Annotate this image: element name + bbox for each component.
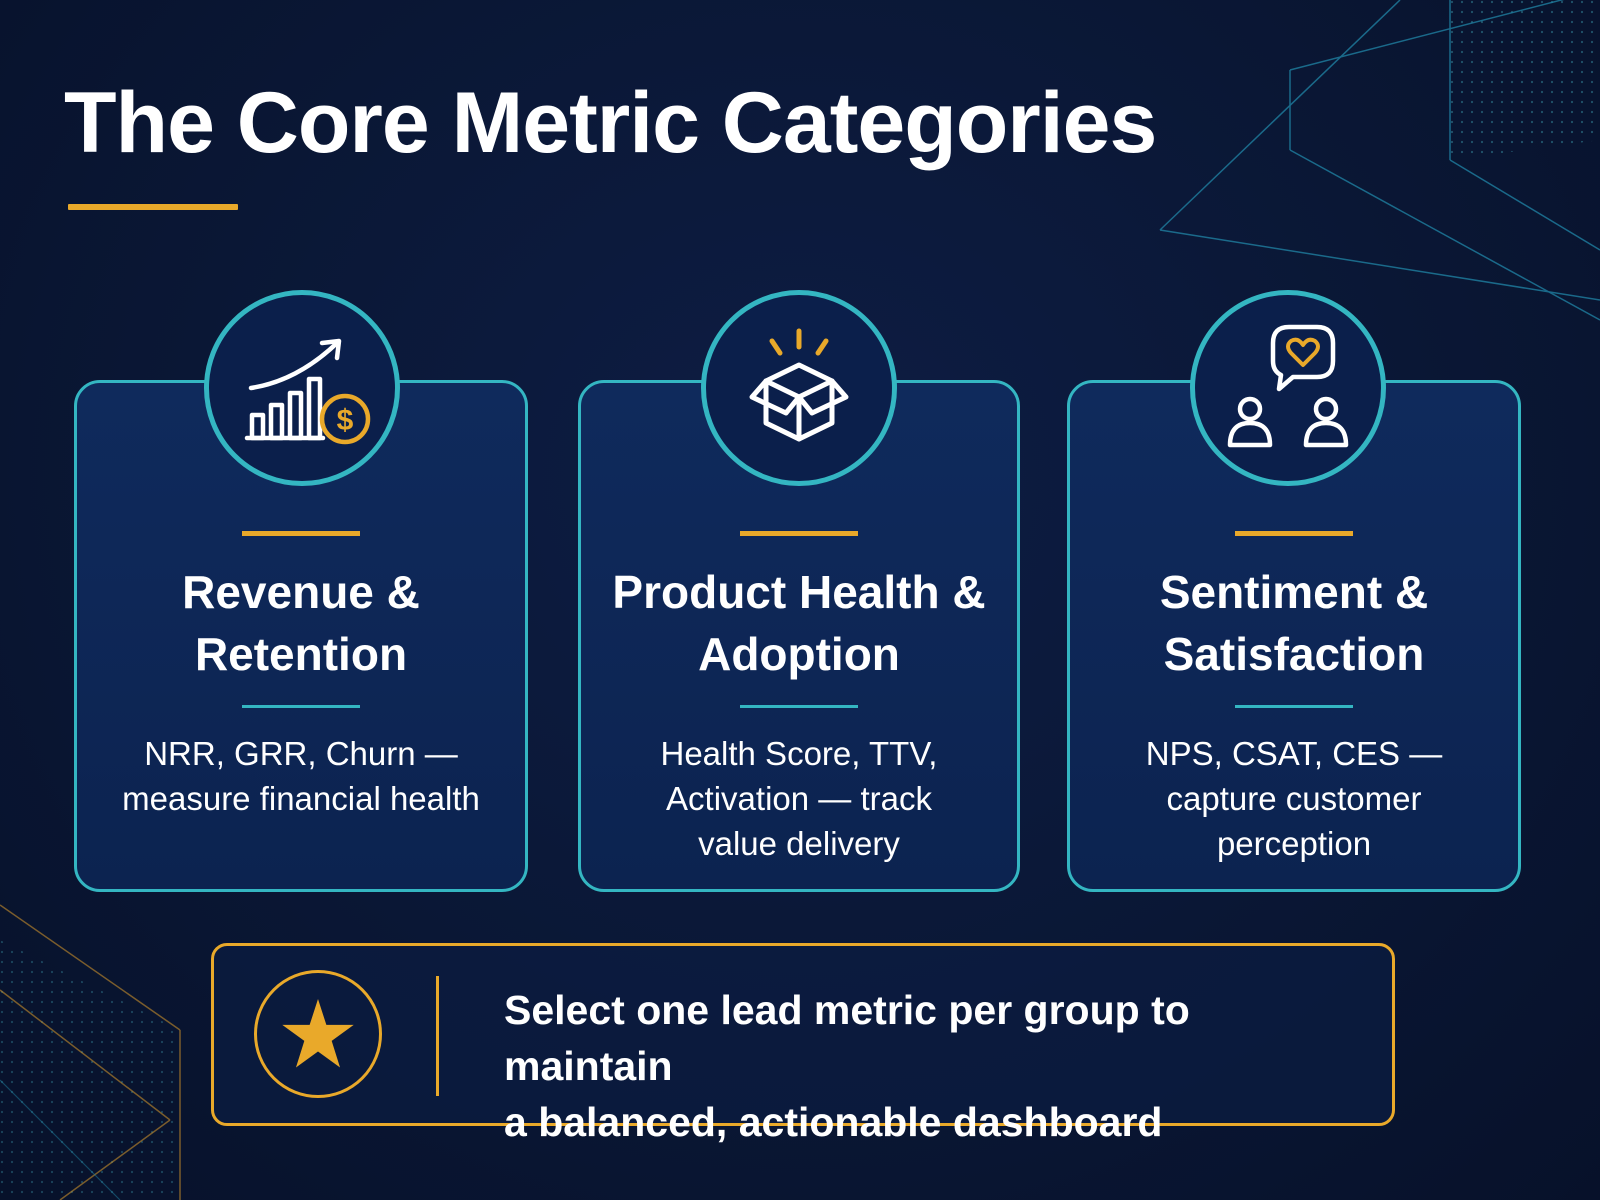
card-description: NRR, GRR, Churn — measure financial heal…	[97, 731, 505, 821]
callout-text: Select one lead metric per group to main…	[504, 982, 1364, 1150]
lead-metric-callout: Select one lead metric per group to main…	[211, 943, 1395, 1145]
card-accent-bar	[740, 531, 858, 536]
card-divider	[1235, 705, 1353, 708]
card-title-line: Product Health &	[612, 566, 986, 618]
svg-text:$: $	[337, 404, 354, 437]
card-title-line: Revenue &	[182, 566, 420, 618]
card-divider	[740, 705, 858, 708]
card-title-line: Retention	[194, 628, 408, 680]
card-product-health-adoption: Product Health & Adoption Health Score, …	[578, 380, 1020, 892]
callout-divider	[436, 976, 439, 1096]
growth-chart-dollar-icon: $	[204, 290, 400, 486]
card-title-line: Satisfaction	[1163, 628, 1425, 680]
card-description: NPS, CSAT, CES — capture customer percep…	[1090, 731, 1498, 866]
people-heart-chat-icon	[1190, 290, 1386, 486]
card-title: Sentiment & Satisfaction	[1070, 561, 1518, 685]
card-accent-bar	[242, 531, 360, 536]
star-icon	[254, 970, 382, 1098]
card-accent-bar	[1235, 531, 1353, 536]
card-description: Health Score, TTV, Activation — track va…	[601, 731, 997, 866]
page-title: The Core Metric Categories	[64, 75, 1157, 171]
card-title: Revenue & Retention	[77, 561, 525, 685]
card-divider	[242, 705, 360, 708]
open-box-icon	[701, 290, 897, 486]
card-desc-line: Activation — track	[666, 780, 932, 817]
title-underline	[68, 204, 238, 210]
card-desc-line: perception	[1216, 825, 1372, 862]
card-title: Product Health & Adoption	[581, 561, 1017, 685]
card-desc-line: capture customer	[1166, 780, 1422, 817]
callout-text-line: a balanced, actionable dashboard	[504, 1099, 1163, 1145]
card-desc-line: NPS, CSAT, CES —	[1145, 735, 1443, 772]
card-desc-line: measure financial health	[122, 780, 480, 817]
card-title-line: Adoption	[698, 628, 900, 680]
card-desc-line: value delivery	[698, 825, 900, 862]
callout-text-line: Select one lead metric per group to main…	[504, 987, 1190, 1089]
card-desc-line: Health Score, TTV,	[660, 735, 938, 772]
card-desc-line: NRR, GRR, Churn —	[144, 735, 458, 772]
card-title-line: Sentiment &	[1159, 566, 1429, 618]
